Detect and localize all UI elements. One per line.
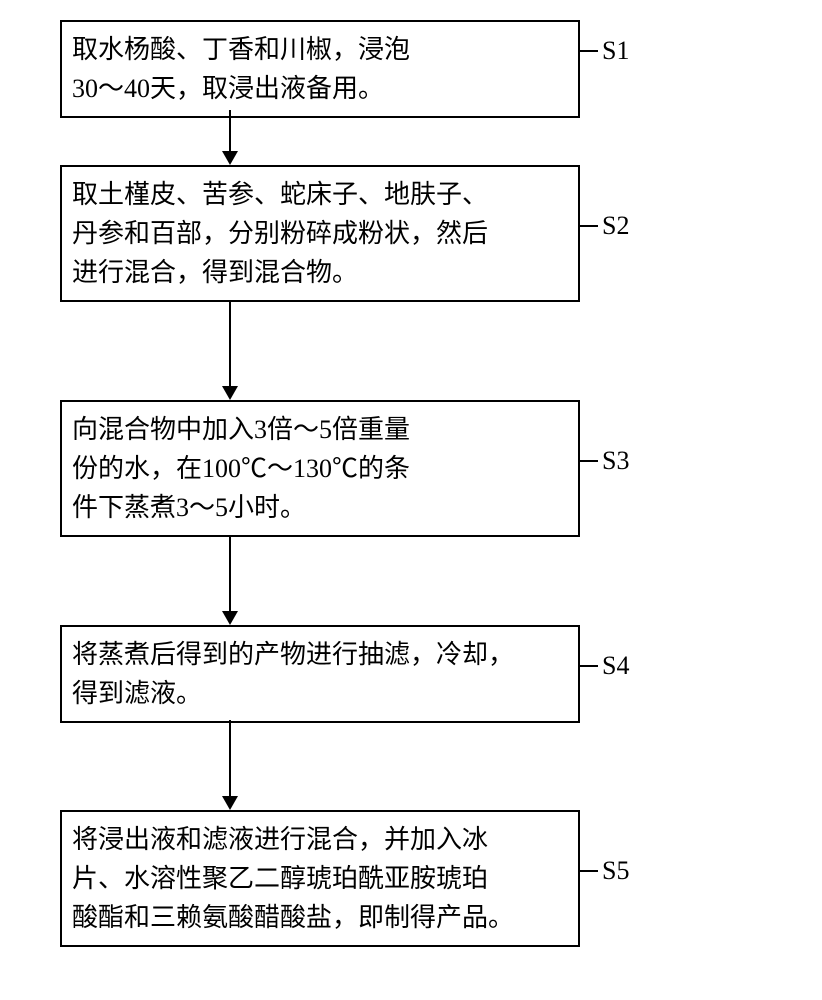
step-text: 将蒸煮后得到的产物进行抽滤，冷却，	[72, 635, 568, 674]
flowchart-container: 取水杨酸、丁香和川椒，浸泡 30～40天，取浸出液备用。 S1 取土槿皮、苦参、…	[0, 0, 822, 1000]
label-tick-s1	[580, 50, 598, 52]
step-label-s1: S1	[602, 36, 629, 66]
arrow-head-s4-s5	[222, 796, 238, 810]
step-text: 件下蒸煮3～5小时。	[72, 488, 568, 527]
label-tick-s2	[580, 225, 598, 227]
step-text: 取土槿皮、苦参、蛇床子、地肤子、	[72, 175, 568, 214]
arrow-s1-s2	[229, 110, 231, 153]
step-box-s2: 取土槿皮、苦参、蛇床子、地肤子、 丹参和百部，分别粉碎成粉状，然后 进行混合，得…	[60, 165, 580, 302]
step-text: 向混合物中加入3倍～5倍重量	[72, 410, 568, 449]
arrow-s4-s5	[229, 720, 231, 798]
step-label-s4: S4	[602, 651, 629, 681]
step-box-s4: 将蒸煮后得到的产物进行抽滤，冷却， 得到滤液。	[60, 625, 580, 723]
step-box-s1: 取水杨酸、丁香和川椒，浸泡 30～40天，取浸出液备用。	[60, 20, 580, 118]
arrow-head-s1-s2	[222, 151, 238, 165]
step-text: 丹参和百部，分别粉碎成粉状，然后	[72, 214, 568, 253]
step-text: 得到滤液。	[72, 674, 568, 713]
step-box-s5: 将浸出液和滤液进行混合，并加入冰 片、水溶性聚乙二醇琥珀酰亚胺琥珀 酸酯和三赖氨…	[60, 810, 580, 947]
step-text: 将浸出液和滤液进行混合，并加入冰	[72, 820, 568, 859]
step-label-s2: S2	[602, 211, 629, 241]
step-text: 30～40天，取浸出液备用。	[72, 69, 568, 108]
arrow-s2-s3	[229, 300, 231, 388]
step-text: 进行混合，得到混合物。	[72, 253, 568, 292]
step-label-s5: S5	[602, 856, 629, 886]
label-tick-s4	[580, 665, 598, 667]
step-text: 取水杨酸、丁香和川椒，浸泡	[72, 30, 568, 69]
label-tick-s5	[580, 870, 598, 872]
step-text: 份的水，在100℃～130℃的条	[72, 449, 568, 488]
step-label-s3: S3	[602, 446, 629, 476]
label-tick-s3	[580, 460, 598, 462]
arrow-head-s2-s3	[222, 386, 238, 400]
step-box-s3: 向混合物中加入3倍～5倍重量 份的水，在100℃～130℃的条 件下蒸煮3～5小…	[60, 400, 580, 537]
arrow-s3-s4	[229, 535, 231, 613]
step-text: 片、水溶性聚乙二醇琥珀酰亚胺琥珀	[72, 859, 568, 898]
step-text: 酸酯和三赖氨酸醋酸盐，即制得产品。	[72, 898, 568, 937]
arrow-head-s3-s4	[222, 611, 238, 625]
